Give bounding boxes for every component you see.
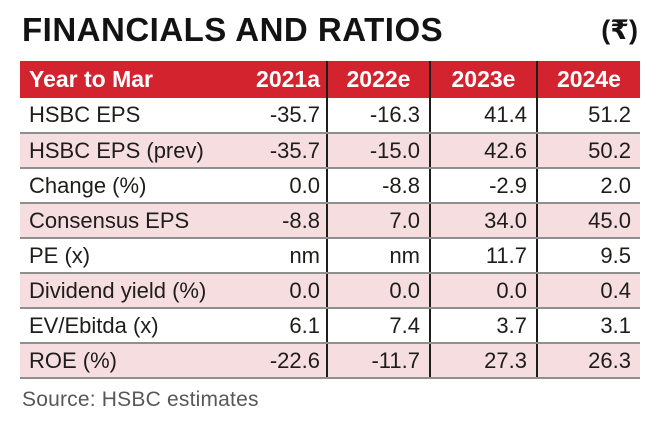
table-row: ROE (%) -22.6 -11.7 27.3 26.3 [20,343,640,380]
column-header-2022e: 2022e [326,61,430,99]
row-value: 0.0 [429,273,537,310]
row-label: PE (x) [20,238,220,275]
row-value: 51.2 [536,98,640,135]
column-header-2021a: 2021a [220,61,327,99]
row-value: 45.0 [536,203,640,240]
currency-unit-label: (₹) [601,14,638,45]
row-value: 7.0 [326,203,430,240]
row-value: 11.7 [429,238,537,275]
row-value: 42.6 [429,133,537,170]
row-label: EV/Ebitda (x) [20,308,220,345]
title-row: FINANCIALS AND RATIOS (₹) [0,0,660,48]
row-value: nm [326,238,430,275]
row-value: -11.7 [326,343,430,380]
row-value: 27.3 [429,343,537,380]
row-value: -8.8 [326,168,430,205]
row-value: -16.3 [326,98,430,135]
column-header-2024e: 2024e [536,61,640,99]
row-value: nm [220,238,327,275]
row-label: HSBC EPS (prev) [20,133,220,170]
row-value: 26.3 [536,343,640,380]
row-label: Change (%) [20,168,220,205]
row-value: 41.4 [429,98,537,135]
row-label: Dividend yield (%) [20,273,220,310]
row-value: 0.0 [220,168,327,205]
table-row: PE (x) nm nm 11.7 9.5 [20,238,640,275]
column-header-year-to-mar: Year to Mar [20,61,220,99]
table-row: Change (%) 0.0 -8.8 -2.9 2.0 [20,168,640,205]
row-value: -8.8 [220,203,327,240]
row-value: 6.1 [220,308,327,345]
row-value: 50.2 [536,133,640,170]
table-row: Consensus EPS -8.8 7.0 34.0 45.0 [20,203,640,240]
column-header-2023e: 2023e [429,61,537,99]
table-row: HSBC EPS -35.7 -16.3 41.4 51.2 [20,98,640,135]
row-value: 2.0 [536,168,640,205]
source-note: Source: HSBC estimates [22,388,259,412]
financials-table: Year to Mar 2021a 2022e 2023e 2024e HSBC… [20,61,640,380]
row-value: -35.7 [220,133,327,170]
row-value: 34.0 [429,203,537,240]
row-value: 0.4 [536,273,640,310]
table-row: Dividend yield (%) 0.0 0.0 0.0 0.4 [20,273,640,310]
page-title: FINANCIALS AND RATIOS [22,11,444,48]
row-label: HSBC EPS [20,98,220,135]
row-label: Consensus EPS [20,203,220,240]
row-value: 7.4 [326,308,430,345]
row-value: -22.6 [220,343,327,380]
row-value: -35.7 [220,98,327,135]
table-body: HSBC EPS -35.7 -16.3 41.4 51.2 HSBC EPS (prev… [20,98,640,380]
row-value: 3.7 [429,308,537,345]
row-value: 9.5 [536,238,640,275]
row-label: ROE (%) [20,343,220,380]
table-row: EV/Ebitda (x) 6.1 7.4 3.7 3.1 [20,308,640,345]
row-value: 3.1 [536,308,640,345]
table-row: HSBC EPS (prev) -35.7 -15.0 42.6 50.2 [20,133,640,170]
row-value: 0.0 [326,273,430,310]
row-value: -15.0 [326,133,430,170]
row-value: 0.0 [220,273,327,310]
table-header-row: Year to Mar 2021a 2022e 2023e 2024e [20,61,640,99]
row-value: -2.9 [429,168,537,205]
